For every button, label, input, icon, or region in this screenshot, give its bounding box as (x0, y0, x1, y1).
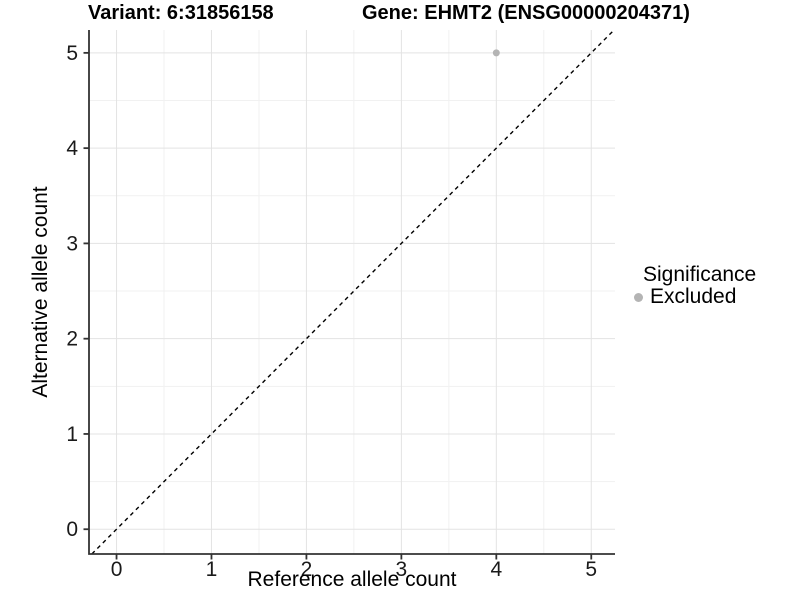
legend-item-excluded: Excluded (632, 286, 756, 308)
y-tick-label: 3 (66, 232, 78, 255)
x-tick-label: 3 (396, 558, 408, 581)
y-tick-label: 1 (66, 423, 78, 446)
x-tick-label: 1 (206, 558, 218, 581)
x-tick-label: 2 (301, 558, 313, 581)
y-tick-label: 4 (66, 137, 78, 160)
legend: Significance Excluded (632, 264, 756, 308)
x-tick-label: 5 (585, 558, 597, 581)
axis-lines (88, 30, 615, 555)
x-tick-label: 4 (490, 558, 502, 581)
legend-dot-icon (634, 292, 643, 302)
plot-title-gene: Gene: EHMT2 (ENSG00000204371) (362, 2, 690, 24)
y-tick-label: 0 (66, 518, 78, 541)
identity-line (91, 29, 615, 555)
y-axis-title: Alternative allele count (29, 186, 52, 398)
legend-title: Significance (643, 263, 757, 286)
x-tick-label: 0 (111, 558, 123, 581)
data-point (492, 49, 500, 57)
x-axis-title: Reference allele count (247, 568, 457, 591)
y-tick-label: 5 (66, 42, 78, 65)
y-tick-label: 2 (66, 328, 78, 351)
plot-title-variant: Variant: 6:31856158 (88, 2, 274, 24)
legend-item-label: Excluded (650, 285, 737, 308)
